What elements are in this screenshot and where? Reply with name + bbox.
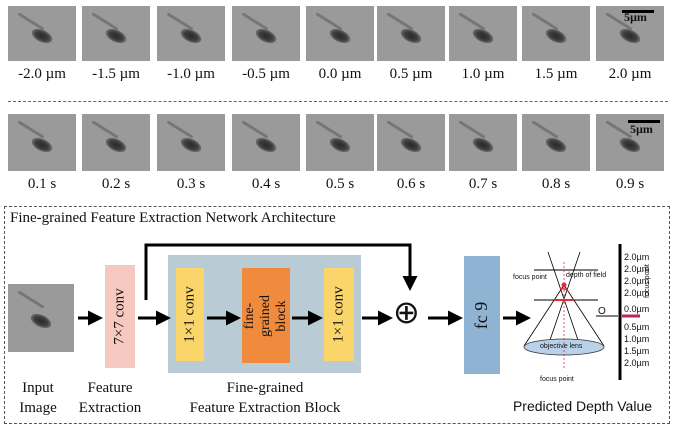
conv1x1-block-b: 1×1 conv <box>324 268 354 361</box>
time-image <box>82 114 150 171</box>
time-label: 0.5 s <box>325 176 355 192</box>
origin-label: O <box>598 306 606 317</box>
depth-image <box>522 6 590 61</box>
fine-grained-block: fine-grained block <box>242 268 290 363</box>
depth-image <box>596 6 664 61</box>
depth-label: -1.0 µm <box>167 66 215 82</box>
scale-bar <box>622 10 654 13</box>
depth-image <box>232 6 300 61</box>
depth-image <box>8 6 76 61</box>
depth-image <box>157 6 225 61</box>
time-image <box>306 114 374 171</box>
time-label: 0.4 s <box>251 176 281 192</box>
depth-label: 0.0 µm <box>318 66 362 82</box>
scale-tick: 1.5µm <box>624 346 650 356</box>
depth-scale <box>596 244 640 380</box>
predicted-caption: Predicted Depth Value <box>512 398 653 414</box>
time-image <box>8 114 76 171</box>
scale-label-bottom: 5µm <box>630 122 653 136</box>
depth-label: 1.0 µm <box>461 66 505 82</box>
depth-label: -0.5 µm <box>242 66 290 82</box>
focus-point-bottom-label: focus point <box>540 376 574 383</box>
depth-label: -2.0 µm <box>18 66 66 82</box>
objective-lens-label: objective lens <box>540 343 583 350</box>
scale-label-top: 5µm <box>624 10 647 24</box>
input-image <box>8 284 74 352</box>
divider <box>8 101 668 102</box>
scale-bar <box>628 120 660 123</box>
depth-label: -1.5 µm <box>92 66 140 82</box>
scale-tick: 0.5µm <box>624 322 650 332</box>
skip-connection <box>144 243 418 300</box>
time-label: 0.9 s <box>615 176 645 192</box>
scale-tick: 2.0µm <box>624 288 650 298</box>
scale-tick: 0.0µm <box>624 304 650 314</box>
depth-label: 0.5 µm <box>389 66 433 82</box>
time-image <box>232 114 300 171</box>
lens-diagram <box>523 251 605 370</box>
scale-tick: 2.0µm <box>624 252 650 262</box>
time-label: 0.1 s <box>27 176 57 192</box>
conv7-block: 7×7 conv <box>105 265 135 368</box>
time-label: 0.6 s <box>396 176 426 192</box>
focus-point-top-label: focus point <box>513 274 547 281</box>
depth-image <box>306 6 374 61</box>
scale-tick: 2.0µm <box>624 276 650 286</box>
architecture-frame <box>4 206 670 424</box>
depth-image <box>449 6 517 61</box>
scale-tick: 2.0µm <box>624 264 650 274</box>
scale-tick: 2.0µm <box>624 358 650 368</box>
depth-image <box>377 6 445 61</box>
feature-caption: Feature Extraction <box>78 380 142 416</box>
conv1x1-block-a: 1×1 conv <box>176 268 204 361</box>
input-caption: Input Image <box>19 380 57 416</box>
architecture-title: Fine-grained Feature Extraction Network … <box>10 210 336 226</box>
depth-of-field-label: depth of field <box>566 272 607 279</box>
depth-label: 2.0 µm <box>608 66 652 82</box>
time-image <box>449 114 517 171</box>
time-label: 0.8 s <box>541 176 571 192</box>
time-label: 0.7 s <box>468 176 498 192</box>
time-label: 0.3 s <box>176 176 206 192</box>
time-image <box>157 114 225 171</box>
time-image <box>522 114 590 171</box>
time-label: 0.2 s <box>101 176 131 192</box>
time-image <box>596 114 664 171</box>
scale-tick: 1.0µm <box>624 334 650 344</box>
time-image <box>377 114 445 171</box>
axis-vertical-label: focus point <box>644 264 651 298</box>
depth-label: 1.5 µm <box>534 66 578 82</box>
add-operator-icon: ⊕ <box>393 293 420 331</box>
depth-image <box>82 6 150 61</box>
ffeb-caption: Fine-grained Feature Extraction Block <box>189 380 341 416</box>
fc9-block: fc 9 <box>464 256 500 374</box>
